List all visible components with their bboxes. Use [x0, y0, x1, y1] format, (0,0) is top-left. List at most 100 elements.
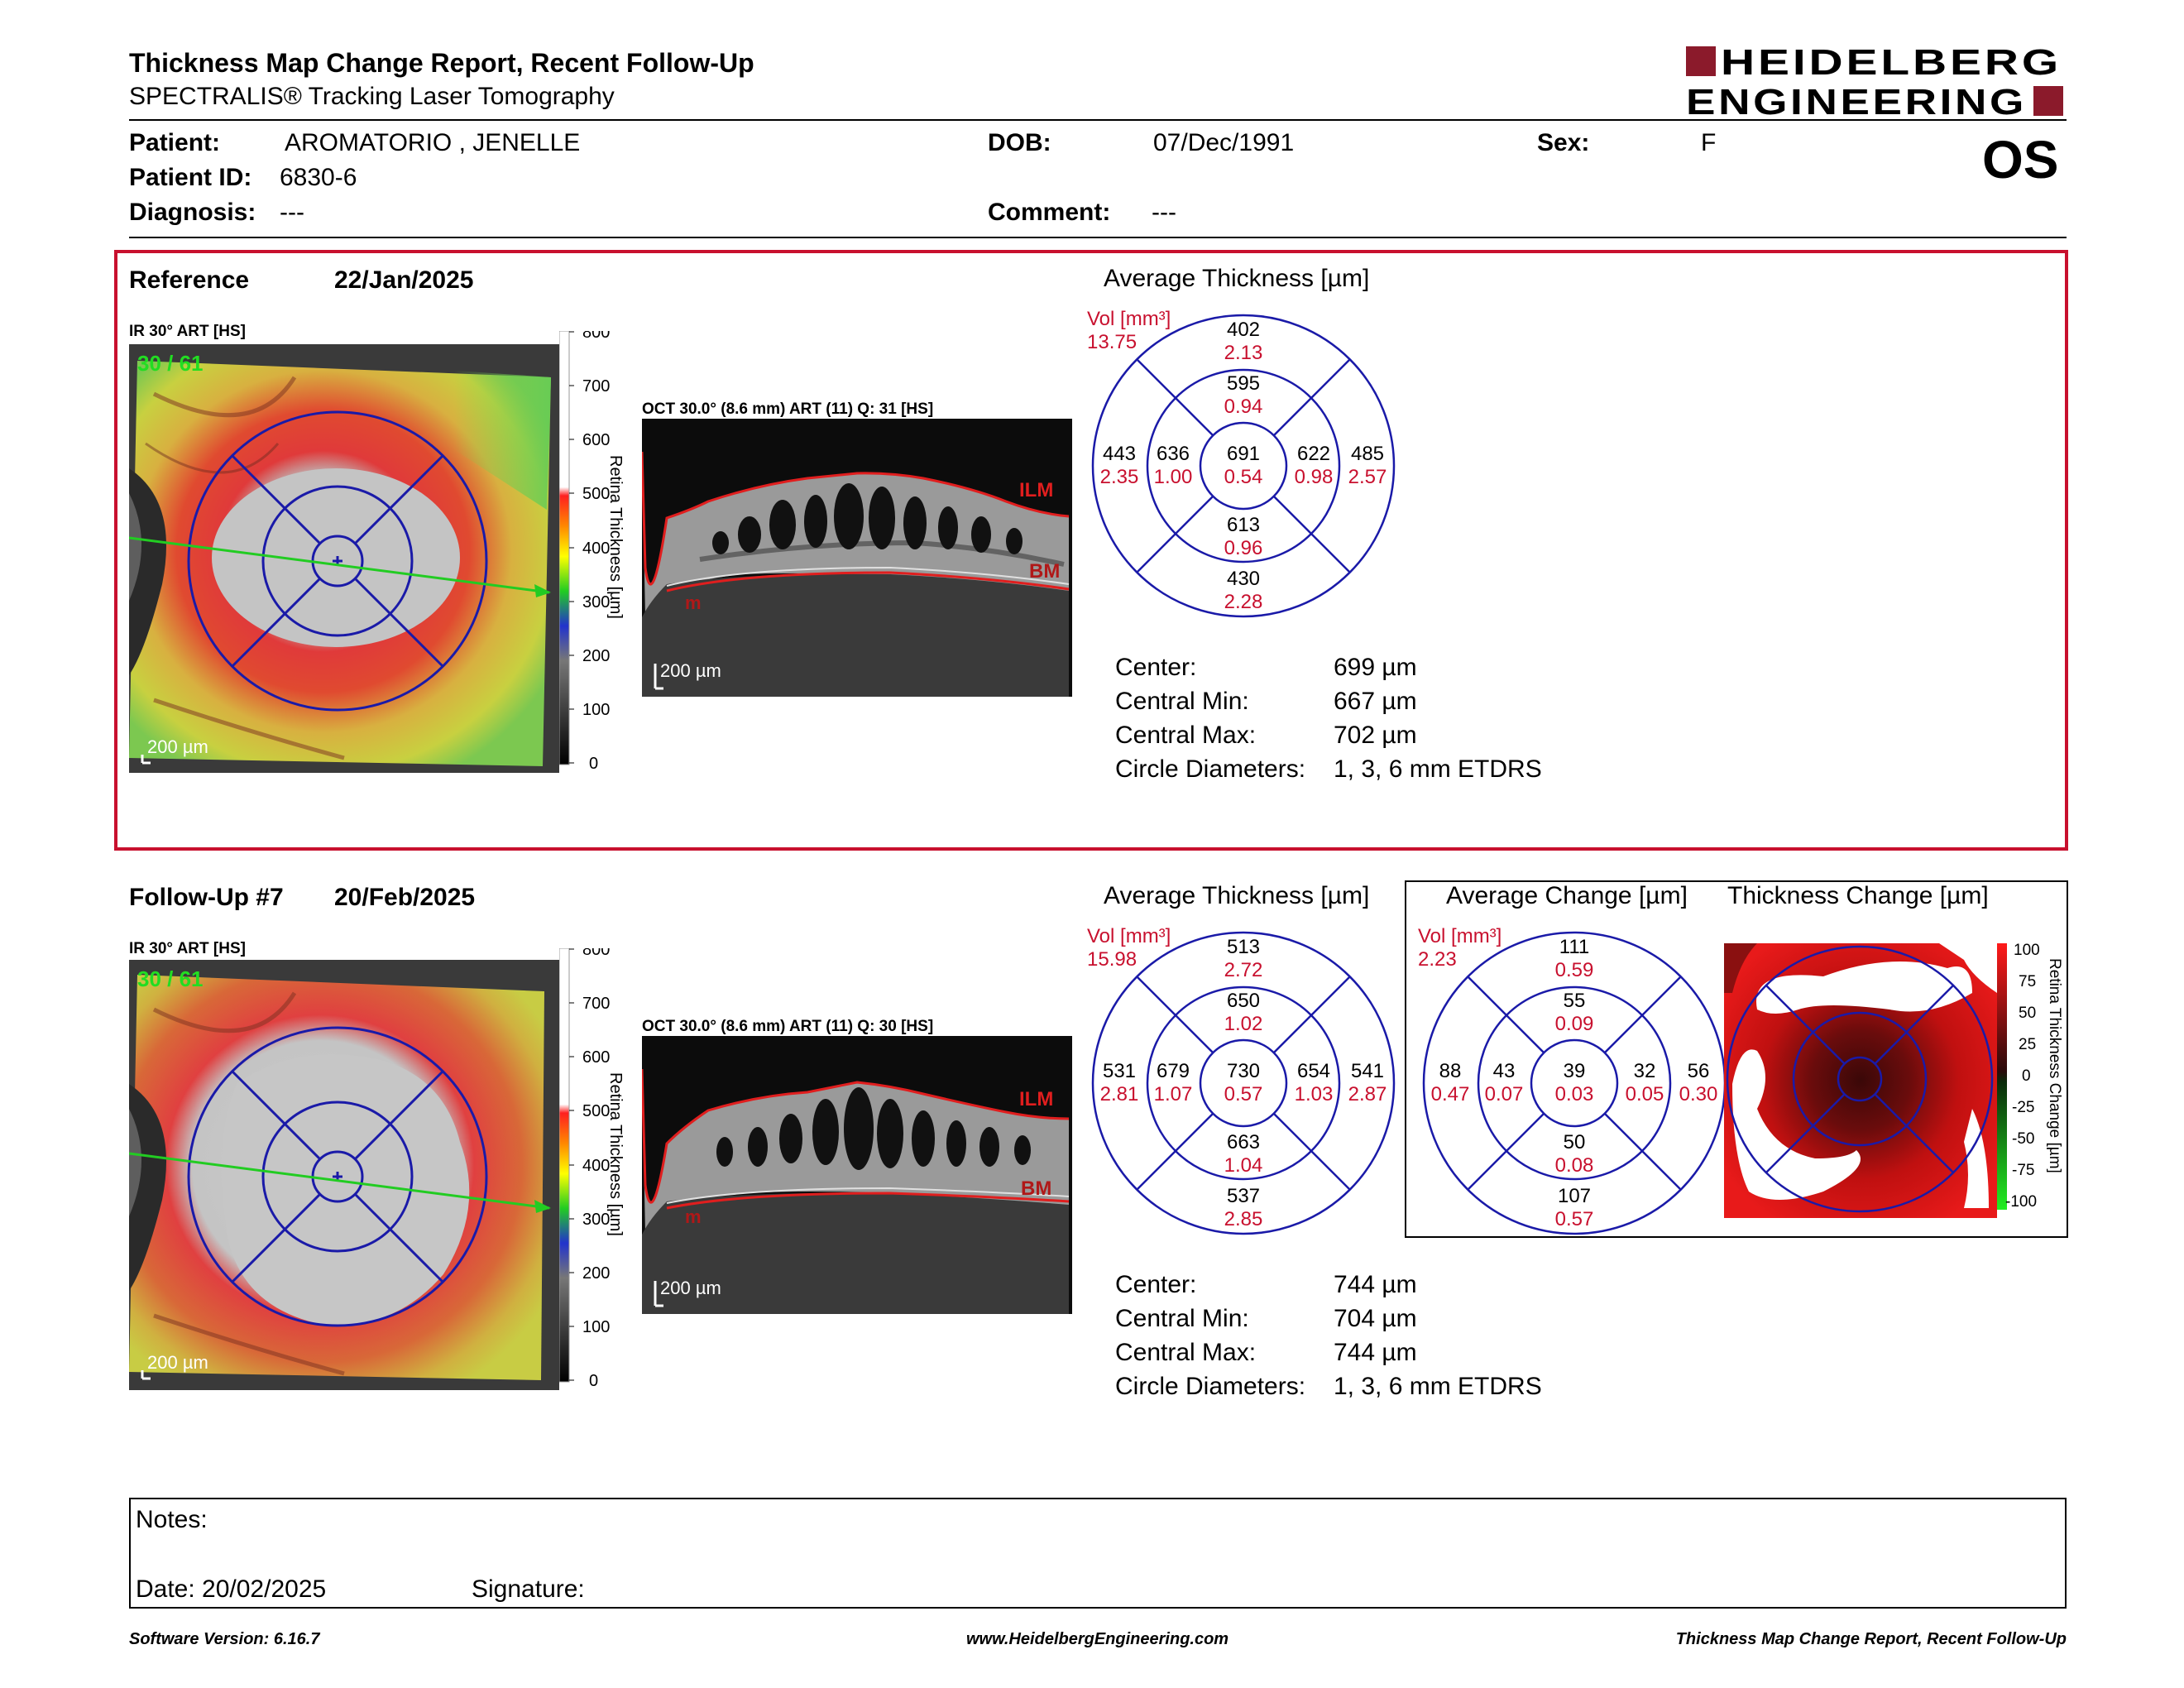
- chg-inner-left-vol: 0.07: [1485, 1083, 1524, 1105]
- fu-stats-values: 744 µm 704 µm 744 µm 1, 3, 6 mm ETDRS: [1334, 1268, 1542, 1403]
- ref-stat-value: 1, 3, 6 mm ETDRS: [1334, 755, 1542, 783]
- thickness-change-map: [1724, 943, 1997, 1218]
- fu-im-label: m: [685, 1206, 702, 1227]
- ref-oct-bscan: ILM BM m 200 µm: [640, 419, 1072, 697]
- fu-stat-label: Central Min:: [1115, 1305, 1249, 1332]
- chg-vol-value: 2.23: [1418, 948, 1457, 971]
- avg-change-title: Average Change [µm]: [1446, 882, 1688, 909]
- ref-bm-label: BM: [1029, 560, 1060, 583]
- ref-vol-label: Vol [mm³]: [1087, 308, 1171, 330]
- ref-ir-scale: 200 µm: [147, 736, 208, 757]
- notes-date: Date: 20/02/2025: [136, 1575, 327, 1603]
- notes-box[interactable]: [129, 1498, 2067, 1609]
- ref-inner-left-thk: 636: [1157, 443, 1190, 465]
- fu-outer-left-thk: 531: [1103, 1060, 1136, 1082]
- ref-stat-value: 702 µm: [1334, 722, 1417, 749]
- fu-tick-3: 500: [582, 1102, 610, 1120]
- ref-center-thk: 691: [1227, 443, 1260, 465]
- ref-tick-6: 200: [582, 647, 610, 665]
- fu-inner-bottom-vol: 1.04: [1224, 1154, 1263, 1177]
- fu-tick-5: 300: [582, 1211, 610, 1229]
- ref-outer-top-vol: 2.13: [1224, 342, 1263, 364]
- chg-outer-left-thk: 88: [1439, 1060, 1462, 1082]
- change-colorbar: 100 75 50 25 0 -25 -50 -75 -100 Retina T…: [1997, 942, 2068, 1220]
- followup-label: Follow-Up #7: [129, 884, 284, 911]
- diagnosis-value: ---: [280, 199, 304, 226]
- ref-stat-label: Central Max:: [1115, 722, 1257, 749]
- chg-inner-right-thk: 32: [1634, 1060, 1656, 1082]
- fu-oct-label: OCT 30.0° (8.6 mm) ART (11) Q: 30 [HS]: [642, 1018, 934, 1035]
- chg-inner-bottom-vol: 0.08: [1555, 1154, 1594, 1177]
- eye-indicator: OS: [1982, 130, 2059, 189]
- report-title: Thickness Map Change Report, Recent Foll…: [129, 48, 754, 78]
- ref-tick-0: 800: [582, 331, 610, 342]
- software-version: Software Version: 6.16.7: [129, 1630, 320, 1648]
- chg-vol-label: Vol [mm³]: [1418, 925, 1502, 947]
- ref-tick-8: 0: [589, 755, 598, 770]
- chg-inner-bottom-thk: 50: [1564, 1131, 1586, 1153]
- chg-outer-left-vol: 0.47: [1431, 1083, 1470, 1105]
- fu-oct-bscan: ILM BM m 200 µm: [640, 1036, 1072, 1314]
- ref-ir-thickness-map: 30 / 61 200 µm: [128, 344, 559, 773]
- ref-center-vol: 0.54: [1224, 466, 1263, 488]
- logo-line2: ENGINEERING: [1686, 82, 2027, 121]
- change-etdrs-grid: 111 0.59 55 0.09 39 0.03 50 0.08 107 0.5…: [1415, 923, 1729, 1238]
- fu-center-thk: 730: [1227, 1060, 1260, 1082]
- ref-im-label: m: [685, 592, 702, 613]
- ref-outer-top-thk: 402: [1227, 319, 1260, 341]
- chg-tick-3: 25: [2019, 1036, 2036, 1053]
- fu-center-vol: 0.57: [1224, 1083, 1263, 1105]
- ref-inner-right-thk: 622: [1297, 443, 1330, 465]
- ref-ilm-label: ILM: [1019, 479, 1053, 501]
- fu-vol-value: 15.98: [1087, 948, 1138, 971]
- chg-outer-bottom-thk: 107: [1558, 1185, 1591, 1207]
- chg-outer-right-vol: 0.30: [1679, 1083, 1718, 1105]
- chg-tick-0: 100: [2014, 943, 2040, 959]
- fu-bm-label: BM: [1021, 1177, 1051, 1200]
- fu-outer-top-vol: 2.72: [1224, 959, 1263, 981]
- chg-tick-7: -75: [2012, 1162, 2034, 1179]
- ref-tick-4: 400: [582, 539, 610, 558]
- fu-inner-top-thk: 650: [1227, 990, 1260, 1012]
- fu-etdrs-grid: 513 2.72 650 1.02 730 0.57 663 1.04 537 …: [1084, 923, 1398, 1238]
- change-section-frame: [1405, 880, 2068, 1238]
- chg-tick-2: 50: [2019, 1005, 2036, 1022]
- fu-tick-7: 100: [582, 1318, 610, 1336]
- website-link[interactable]: www.HeidelbergEngineering.com: [966, 1630, 1229, 1648]
- ref-colorbar-title: Retina Thickness [µm]: [606, 455, 625, 619]
- fu-stat-value: 744 µm: [1334, 1271, 1417, 1298]
- fu-outer-right-vol: 2.87: [1348, 1083, 1387, 1105]
- ref-outer-left-thk: 443: [1103, 443, 1136, 465]
- footer-report-name: Thickness Map Change Report, Recent Foll…: [1675, 1630, 2067, 1648]
- ref-ir-label: IR 30° ART [HS]: [129, 323, 246, 340]
- fu-stat-value: 744 µm: [1334, 1339, 1417, 1366]
- fu-ir-scale: 200 µm: [147, 1352, 208, 1373]
- fu-inner-left-thk: 679: [1157, 1060, 1190, 1082]
- fu-stat-value: 704 µm: [1334, 1305, 1417, 1332]
- fu-avg-thickness-title: Average Thickness [µm]: [1104, 882, 1370, 909]
- fu-stat-value: 1, 3, 6 mm ETDRS: [1334, 1373, 1542, 1400]
- ref-stats-values: 699 µm 667 µm 702 µm 1, 3, 6 mm ETDRS: [1334, 650, 1542, 786]
- ref-tick-3: 500: [582, 485, 610, 503]
- ref-inner-right-vol: 0.98: [1295, 466, 1334, 488]
- fu-tick-6: 200: [582, 1264, 610, 1283]
- fu-tick-2: 600: [582, 1048, 610, 1067]
- ref-avg-thickness-title: Average Thickness [µm]: [1104, 265, 1370, 292]
- ref-vol-value: 13.75: [1087, 331, 1138, 353]
- ref-stat-value: 667 µm: [1334, 688, 1417, 715]
- reference-section-frame: [114, 250, 2068, 851]
- fu-tick-0: 800: [582, 948, 610, 959]
- fu-inner-right-vol: 1.03: [1295, 1083, 1334, 1105]
- fu-colorbar: 800 700 600 500 400 300 200 100 0 Retina…: [558, 941, 642, 1390]
- chg-inner-top-vol: 0.09: [1555, 1013, 1594, 1035]
- ref-tick-1: 700: [582, 377, 610, 396]
- fu-ir-overlay-text: 30 / 61: [137, 966, 204, 991]
- ref-oct-scale: 200 µm: [660, 660, 721, 681]
- ref-stat-label: Circle Diameters:: [1115, 755, 1306, 783]
- ref-inner-bottom-vol: 0.96: [1224, 537, 1263, 559]
- chg-outer-top-vol: 0.59: [1555, 959, 1594, 981]
- fu-ir-label: IR 30° ART [HS]: [129, 940, 246, 957]
- ref-inner-top-vol: 0.94: [1224, 396, 1263, 418]
- fu-outer-right-thk: 541: [1351, 1060, 1384, 1082]
- chg-inner-left-thk: 43: [1493, 1060, 1516, 1082]
